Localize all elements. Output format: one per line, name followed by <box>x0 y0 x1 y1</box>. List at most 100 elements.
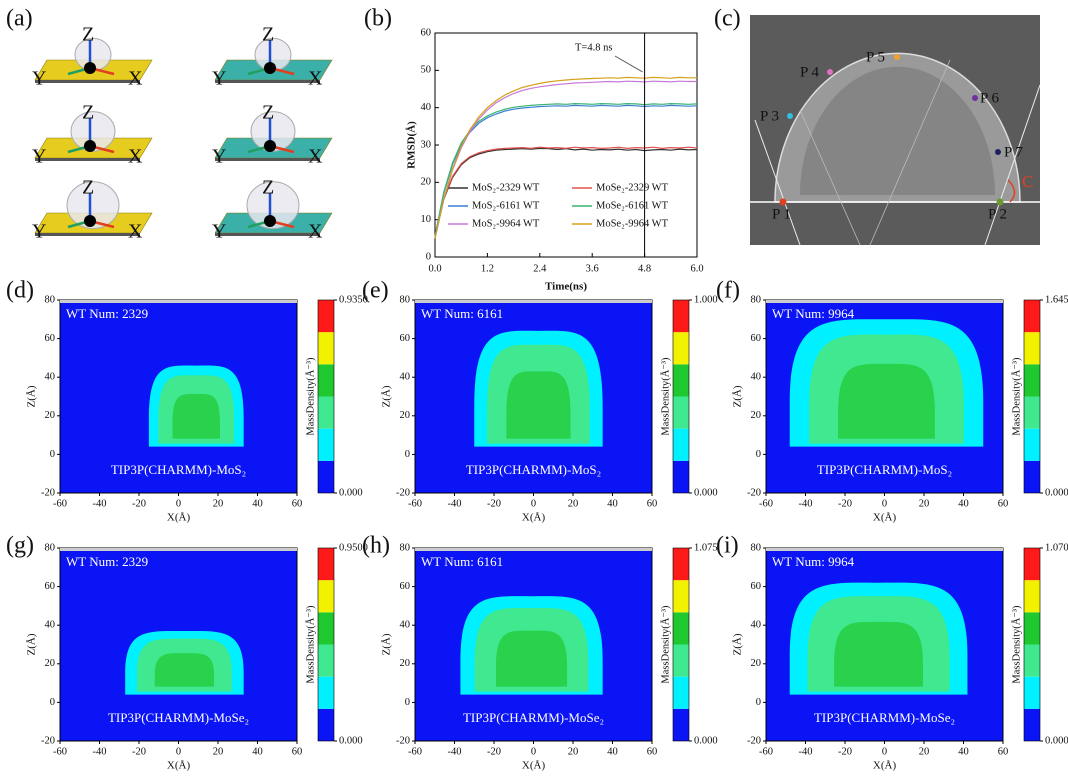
x-tick-label: 1.2 <box>481 263 494 274</box>
x-tick-label: -20 <box>132 746 146 757</box>
annotation: TIP3P(CHARMM)-MoS₂ <box>111 462 246 477</box>
colorbar-band <box>1024 580 1040 612</box>
colorbar-tick-label: 0.000 <box>1045 735 1068 746</box>
top-band <box>415 548 652 551</box>
colorbar-band <box>1024 612 1040 644</box>
y-tick-label: 20 <box>400 658 411 669</box>
y-tick-label: 20 <box>751 410 762 421</box>
origin <box>264 215 276 227</box>
substrate-edge <box>215 158 320 161</box>
x-tick-label: 40 <box>958 498 969 509</box>
plot-title: WT Num: 2329 <box>66 306 148 321</box>
panel-label: (i) <box>716 533 739 559</box>
colorbar-band <box>318 397 334 429</box>
y-axis-title: Z(Å) <box>732 633 744 655</box>
substrate-edge <box>35 80 140 83</box>
x-tick-label: -40 <box>448 498 462 509</box>
y-tick-label: 40 <box>751 372 762 383</box>
x-tick-label: 2.4 <box>533 263 547 274</box>
y-tick-label: 80 <box>400 542 411 553</box>
panel-label: (a) <box>6 6 33 32</box>
colorbar-band <box>1024 300 1040 332</box>
y-tick-label: 0 <box>756 449 761 460</box>
legend-label: MoS₂-6161 WT <box>472 200 540 211</box>
x-tick-label: 60 <box>998 746 1009 757</box>
colorbar-band <box>673 548 689 580</box>
y-tick-label: 40 <box>751 620 762 631</box>
y-tick-label: 20 <box>421 177 432 188</box>
y-axis-title: Z(Å) <box>732 385 744 407</box>
x-tick-label: 60 <box>998 498 1009 509</box>
x-tick-label: 0.0 <box>428 263 441 274</box>
axis-label: Z <box>82 177 94 199</box>
top-band <box>766 300 1003 303</box>
x-tick-label: -60 <box>759 498 773 509</box>
colorbar-band <box>673 332 689 364</box>
x-axis-title: X(Å) <box>873 760 897 772</box>
plot-title: WT Num: 9964 <box>772 306 855 321</box>
colorbar-band <box>1024 364 1040 396</box>
point-label: P 6 <box>980 90 1000 106</box>
colorbar-band <box>673 612 689 644</box>
angle-label: C <box>1022 172 1033 191</box>
legend-label: MoS₂-2329 WT <box>472 182 540 193</box>
y-tick-label: 80 <box>45 542 56 553</box>
colorbar-title: MassDensity(Å⁻³) <box>659 605 671 684</box>
point <box>827 69 833 75</box>
axis-label: Z <box>82 102 94 124</box>
colorbar-tick-label: 0.000 <box>339 735 363 746</box>
axis-label: Z <box>262 102 274 124</box>
x-tick-label: -20 <box>838 498 852 509</box>
colorbar-title: MassDensity(Å⁻³) <box>304 605 316 684</box>
colorbar-band <box>1024 397 1040 429</box>
x-tick-label: 20 <box>919 498 930 509</box>
colorbar-band <box>673 677 689 709</box>
x-tick-label: -40 <box>93 746 107 757</box>
point-label: P 2 <box>988 206 1007 222</box>
x-axis-title: X(Å) <box>873 512 897 524</box>
density-contour-core <box>834 622 923 687</box>
colorbar-tick-label: 0.000 <box>1045 487 1068 498</box>
x-tick-label: -20 <box>487 746 501 757</box>
density-contour-core <box>155 653 214 686</box>
y-tick-label: 80 <box>751 542 762 553</box>
axis-label: Y <box>32 146 46 168</box>
colorbar-band <box>1024 461 1040 493</box>
x-tick-label: 60 <box>292 498 303 509</box>
y-tick-label: -20 <box>41 487 55 498</box>
top-band <box>60 300 297 303</box>
y-tick-label: -20 <box>41 735 55 746</box>
point-label: P 5 <box>866 49 885 65</box>
y-tick-label: -20 <box>396 735 410 746</box>
colorbar-tick-label: 1.645 <box>1045 294 1068 305</box>
x-tick-label: 40 <box>607 746 618 757</box>
y-tick-label: 50 <box>421 65 432 76</box>
colorbar-tick-label: 1.070 <box>1045 542 1068 553</box>
y-axis-title: Z(Å) <box>26 385 38 407</box>
point <box>997 199 1004 206</box>
colorbar-tick-label: 0.000 <box>694 487 718 498</box>
colorbar-band <box>318 364 334 396</box>
colorbar-title: MassDensity(Å⁻³) <box>1010 605 1022 684</box>
x-tick-label: 4.8 <box>638 263 651 274</box>
y-tick-label: 0 <box>426 251 431 262</box>
x-tick-label: 40 <box>607 498 618 509</box>
x-axis-title: X(Å) <box>522 512 546 524</box>
point-label: P 1 <box>772 206 791 222</box>
colorbar-title: MassDensity(Å⁻³) <box>659 357 671 436</box>
x-tick-label: -60 <box>53 498 67 509</box>
y-tick-label: 40 <box>45 620 56 631</box>
top-band <box>415 300 652 303</box>
y-tick-label: -20 <box>747 735 761 746</box>
y-tick-label: 30 <box>421 139 432 150</box>
x-tick-label: -60 <box>53 746 67 757</box>
y-axis-title: RMSD(Å) <box>406 121 418 169</box>
colorbar-band <box>318 580 334 612</box>
x-tick-label: 0 <box>531 746 536 757</box>
panel-label: (d) <box>6 278 34 304</box>
x-tick-label: -20 <box>838 746 852 757</box>
point <box>894 54 900 60</box>
point <box>780 199 787 206</box>
origin <box>84 62 96 74</box>
